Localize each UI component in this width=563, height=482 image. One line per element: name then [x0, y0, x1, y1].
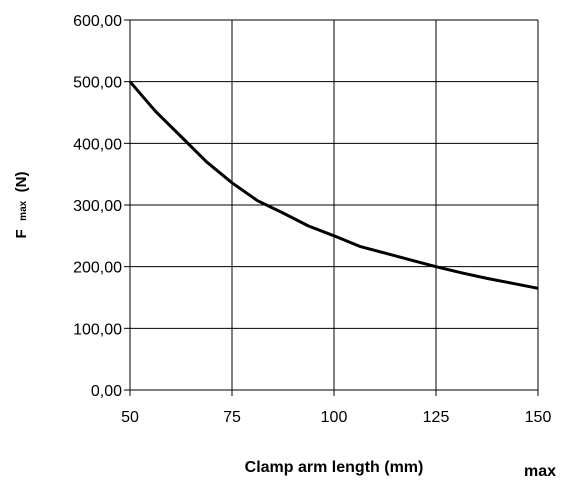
y-tick-label: 100,00: [73, 321, 122, 338]
y-tick-label: 0,00: [91, 383, 122, 400]
x-tick-labels: 50 75 100 125 150: [121, 409, 551, 426]
y-tick-label: 200,00: [73, 260, 122, 277]
x-tick-label: 100: [321, 409, 348, 426]
x-tick-label: 75: [223, 409, 241, 426]
y-tick-label: 600,00: [73, 13, 122, 30]
y-axis-title-sub: max: [18, 200, 29, 220]
y-gridlines: [130, 19, 538, 329]
y-tick-marks: [124, 19, 130, 391]
y-tick-labels: 0,00 100,00 200,00 300,00 400,00 500,00 600,00: [73, 13, 122, 400]
y-tick-label: 500,00: [73, 75, 122, 92]
x-axis-title-suffix: max: [524, 463, 556, 480]
x-axis-title: Clamp arm length (mm): [245, 459, 424, 476]
y-axis-title: F max (N): [13, 172, 30, 239]
x-tick-label: 125: [423, 409, 450, 426]
y-axis-title-unit: (N): [13, 172, 30, 193]
x-tick-marks: [129, 390, 539, 396]
y-tick-label: 400,00: [73, 136, 122, 153]
x-tick-label: 150: [525, 409, 552, 426]
series-line: [128, 80, 539, 290]
y-axis-title-main: F: [13, 229, 30, 238]
series-layer: [128, 80, 539, 290]
x-tick-label: 50: [121, 409, 139, 426]
y-tick-label: 300,00: [73, 198, 122, 215]
